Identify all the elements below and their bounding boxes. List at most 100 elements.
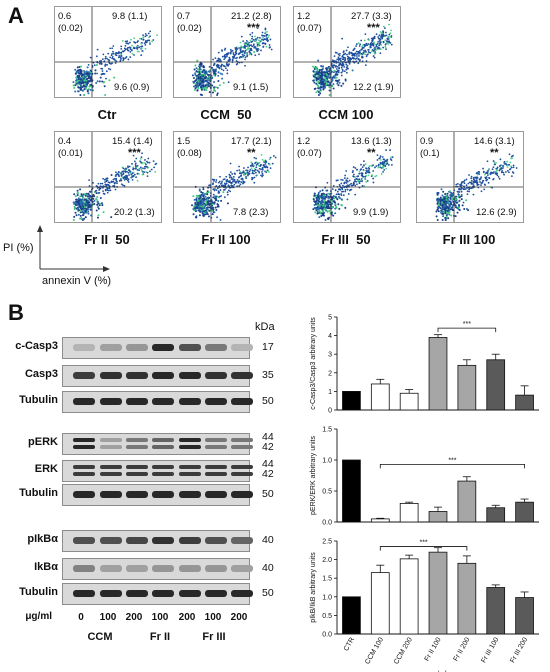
blot-band — [100, 472, 122, 476]
blot-band — [100, 491, 122, 498]
blot-band — [152, 491, 174, 498]
quadrant-lower-right-value: 12.2 (1.9) — [353, 82, 394, 93]
significance-stars: ** — [367, 147, 376, 159]
blot-band — [231, 491, 253, 498]
bar — [342, 391, 361, 411]
dose-label: 200 — [125, 612, 143, 623]
flow-plot — [173, 6, 281, 98]
blot-band — [100, 537, 122, 544]
flow-plot — [54, 6, 162, 98]
flow-plot — [293, 131, 401, 223]
flow-plot — [54, 131, 162, 223]
blot-band — [126, 398, 148, 405]
y-tick-label: 5 — [328, 315, 332, 322]
blot-label: pERK — [28, 436, 58, 448]
blot-band — [179, 491, 201, 498]
blot-band — [73, 445, 95, 449]
blot-band — [73, 472, 95, 476]
bar — [486, 507, 506, 523]
quadrant-upper-left-value: 1.2 — [297, 11, 311, 22]
blot-label: ERK — [34, 463, 58, 475]
bar — [342, 459, 361, 523]
blot-band — [231, 590, 253, 597]
significance-bracket — [437, 327, 497, 333]
y-tick-label: 1.5 — [322, 427, 332, 434]
bar — [457, 480, 477, 523]
blot-band — [152, 445, 174, 449]
flow-plot — [293, 6, 401, 98]
blot-band — [231, 372, 253, 379]
significance-stars: *** — [463, 321, 471, 328]
blot-band — [126, 372, 148, 379]
significance-stars: *** — [128, 147, 141, 159]
significance-stars: *** — [419, 540, 427, 547]
blot-band — [73, 491, 95, 498]
dose-label: 200 — [230, 612, 248, 623]
category-label: CTR — [343, 637, 356, 653]
blot-band — [205, 465, 227, 469]
blot-strip — [62, 558, 253, 580]
flow-plot-title: Fr III 50 — [321, 232, 371, 247]
blot-strip — [62, 391, 253, 413]
y-tick-label: 0 — [328, 408, 332, 415]
bar — [457, 562, 477, 635]
kda-value: 40 — [262, 534, 274, 546]
panel-a-letter: A — [8, 3, 24, 28]
kda-value: 40 — [262, 562, 274, 574]
blot-band — [100, 438, 122, 442]
y-tick-label: 1.0 — [322, 458, 332, 465]
blot-band — [231, 465, 253, 469]
significance-stars: ** — [247, 147, 256, 159]
blot-band — [205, 398, 227, 405]
blot-band — [152, 465, 174, 469]
blot-band — [179, 372, 201, 379]
quadrant-upper-right-value: 14.6 (3.1) — [474, 136, 515, 147]
blot-band — [152, 590, 174, 597]
bar — [515, 394, 534, 411]
kda-value: 50 — [262, 395, 274, 407]
quadrant-upper-right-value: 9.8 (1.1) — [112, 11, 148, 22]
dose-label: 100 — [151, 612, 169, 623]
blot-band — [126, 438, 148, 442]
y-tick-label: 0.5 — [322, 489, 332, 496]
blot-band — [73, 465, 95, 469]
bar — [370, 383, 390, 411]
dose-unit: μg/ml — [25, 611, 52, 622]
quadrant-upper-left-value: 0.6 — [58, 11, 72, 22]
blot-band — [231, 344, 253, 351]
blot-band — [179, 438, 201, 442]
quadrant-lower-right-value: 20.2 (1.3) — [114, 207, 155, 218]
quadrant-lower-right-value: 9.9 (1.9) — [353, 207, 389, 218]
blot-band — [179, 398, 201, 405]
y-tick-label: 0.5 — [322, 613, 332, 620]
blot-band — [179, 472, 201, 476]
quadrant-upper-right-value: 21.2 (2.8) — [231, 11, 272, 22]
x-axis-label: annexin V (%) — [42, 275, 112, 287]
blot-band — [231, 445, 253, 449]
significance-stars: *** — [448, 457, 456, 464]
dose-label: 200 — [178, 612, 196, 623]
quadrant-upper-right-value: 15.4 (1.4) — [112, 136, 153, 147]
y-tick-label: 0.0 — [322, 520, 332, 527]
blot-band — [205, 491, 227, 498]
bar — [399, 558, 419, 635]
blot-strip — [62, 365, 253, 387]
blot-label: c-Casp3 — [15, 340, 58, 352]
flow-plot — [173, 131, 281, 223]
blot-band — [231, 472, 253, 476]
kda-value: 50 — [262, 587, 274, 599]
group-label: Fr III — [202, 631, 226, 643]
flow-plot-title: Fr III 100 — [442, 232, 496, 247]
blot-band — [73, 344, 95, 351]
dose-label: 100 — [99, 612, 117, 623]
kda-value: 44 — [262, 431, 274, 443]
group-label: CCM — [87, 631, 113, 643]
blot-strip — [62, 337, 253, 359]
quadrant-upper-left-sd: (0.01) — [58, 148, 83, 159]
blot-band — [205, 372, 227, 379]
quadrant-upper-left-value: 0.4 — [58, 136, 72, 147]
quadrant-upper-left-value: 1.5 — [177, 136, 191, 147]
quadrant-upper-left-value: 0.7 — [177, 11, 191, 22]
quadrant-upper-left-value: 0.9 — [420, 136, 434, 147]
kda-value: 35 — [262, 369, 274, 381]
